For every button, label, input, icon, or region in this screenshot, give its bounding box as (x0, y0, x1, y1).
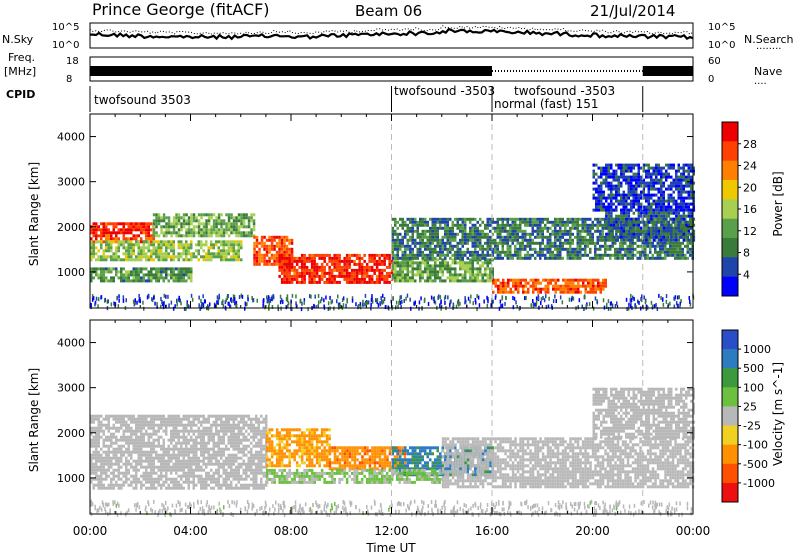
colorbar-swatch (722, 180, 738, 200)
colorbar-tick-label: 12 (743, 225, 757, 238)
nave-tick-bottom: 0 (708, 74, 714, 85)
power-colorbar-label: Power [dB] (771, 171, 785, 236)
colorbar-tick-label: 16 (743, 203, 757, 216)
freq-tick-bottom: 8 (66, 74, 72, 85)
colorbar-tick-label: 4 (743, 268, 750, 281)
cpid-label: CPID (6, 88, 35, 101)
colorbar-tick-label: 500 (743, 362, 764, 375)
velocity-colorbar-label: Velocity [m s^-1] (771, 362, 785, 466)
nave-tick-top: 60 (708, 56, 721, 67)
colorbar-swatch (722, 199, 738, 219)
freq-tick-top: 18 (66, 56, 79, 67)
y-tick-label: 1000 (57, 266, 85, 279)
cpid-segment-label: normal (fast) 151 (494, 97, 598, 111)
colorbar-swatch (722, 277, 738, 297)
colorbar-tick-label: 24 (743, 160, 757, 173)
colorbar-swatch (722, 426, 738, 446)
nsky-tick-bottom: 10^0 (52, 40, 79, 51)
beam-title: Beam 06 (355, 2, 422, 20)
cpid-segment-label: twofsound 3503 (94, 93, 191, 107)
nave-key: .... (754, 76, 767, 87)
colorbar-tick-label: 8 (743, 247, 750, 260)
colorbar-swatch (722, 122, 738, 142)
y-tick-label: 2000 (57, 221, 85, 234)
echo-band (492, 279, 607, 294)
colorbar-swatch (722, 445, 738, 465)
colorbar-tick-label: -25 (743, 420, 761, 433)
colorbar-swatch (722, 387, 738, 407)
x-axis-label: Time UT (365, 541, 416, 554)
colorbar-swatch (722, 161, 738, 181)
velocity-panel: 1000 2000 3000 4000 1000 500 100 25 -25 -100 -500 -… (57, 320, 775, 517)
cpid-segment-label: twofsound -3503 (394, 84, 495, 98)
colorbar-swatch (722, 368, 738, 388)
colorbar-swatch (722, 349, 738, 369)
date-title: 21/Jul/2014 (590, 2, 675, 20)
freq-label-2: [MHz] (4, 65, 36, 78)
colorbar-tick-label: 20 (743, 181, 757, 194)
x-tick-label: 00:00 (73, 524, 108, 538)
nsearch-tick-top: 10^5 (708, 22, 735, 33)
x-tick-label: 20:00 (575, 524, 610, 538)
colorbar-tick-label: 1000 (743, 343, 771, 356)
power-ylabel: Slant Range [km] (27, 162, 41, 266)
y-tick-label: 4000 (57, 337, 85, 350)
colorbar-tick-label: -1000 (743, 477, 775, 490)
colorbar-swatch (722, 257, 738, 277)
nsky-label: N.Sky (2, 33, 34, 46)
nsearch-key: ........ (756, 41, 781, 52)
colorbar-tick-label: -500 (743, 458, 768, 471)
y-tick-label: 4000 (57, 131, 85, 144)
freq-label-1: Freq. (8, 51, 35, 64)
colorbar-swatch (722, 238, 738, 258)
noise-strip: N.Sky 10^5 10^0 10^5 10^0 N.Search .....… (2, 22, 794, 52)
x-tick-label: 00:00 (676, 524, 711, 538)
y-tick-label: 1000 (57, 472, 85, 485)
colorbar-swatch (722, 464, 738, 484)
nsky-tick-top: 10^5 (52, 22, 79, 33)
x-tick-label: 04:00 (173, 524, 208, 538)
colorbar-swatch (722, 483, 738, 503)
y-tick-label: 3000 (57, 382, 85, 395)
velocity-colorbar: 1000 500 100 25 -25 -100 -500 -1000 (722, 330, 775, 503)
freq-strip: Freq. [MHz] 18 8 60 0 Nave .... (4, 51, 782, 87)
nsearch-tick-bottom: 10^0 (708, 40, 735, 51)
freq-bar-dense-2 (643, 66, 693, 76)
velocity-ylabel: Slant Range [km] (27, 368, 41, 472)
freq-bar-dense-1 (90, 66, 492, 76)
colorbar-swatch (722, 219, 738, 239)
colorbar-swatch (722, 330, 738, 350)
colorbar-swatch (722, 406, 738, 426)
colorbar-tick-label: 28 (743, 138, 757, 151)
colorbar-tick-label: 100 (743, 381, 764, 394)
x-tick-label: 16:00 (475, 524, 510, 538)
station-title: Prince George (fitACF) (92, 0, 270, 19)
power-panel: 1000 2000 3000 4000 4 8 12 16 20 24 28 (57, 114, 757, 311)
y-tick-label: 3000 (57, 176, 85, 189)
colorbar-swatch (722, 141, 738, 161)
y-tick-label: 2000 (57, 427, 85, 440)
colorbar-tick-label: 25 (743, 400, 757, 413)
cpid-segment-label: twofsound -3503 (514, 84, 615, 98)
x-tick-label: 08:00 (274, 524, 309, 538)
x-tick-label: 12:00 (374, 524, 409, 538)
colorbar-tick-label: -100 (743, 439, 768, 452)
power-colorbar: 4 8 12 16 20 24 28 (722, 122, 757, 297)
